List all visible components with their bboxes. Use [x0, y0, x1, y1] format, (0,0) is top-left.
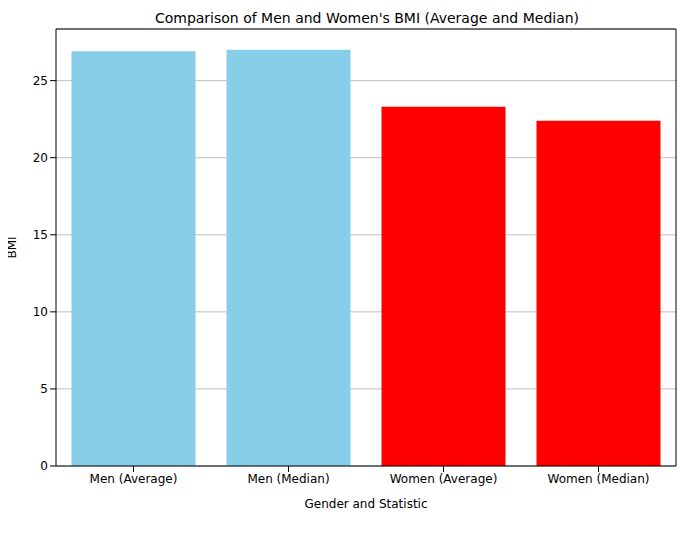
html-text:Comparison of Men and Women's: Comparison of Men and Women's BMI (Avera…: [154, 10, 580, 26]
svg-text:5: 5: [40, 382, 48, 396]
svg-text:0: 0: [40, 459, 48, 473]
svg-text:Men (Average): Men (Average): [90, 472, 178, 486]
svg-text:15: 15: [33, 228, 48, 242]
svg-text:Men (Median): Men (Median): [247, 472, 329, 486]
svg-text:Women (Median): Women (Median): [547, 472, 649, 486]
svg-text:25: 25: [33, 74, 48, 88]
svg-text:Women (Average): Women (Average): [390, 472, 498, 486]
svg-text:20: 20: [33, 151, 48, 165]
svg-text:BMI: BMI: [8, 236, 19, 258]
svg-text:Gender and Statistic: Gender and Statistic: [304, 497, 427, 511]
svg-text:10: 10: [33, 305, 48, 319]
